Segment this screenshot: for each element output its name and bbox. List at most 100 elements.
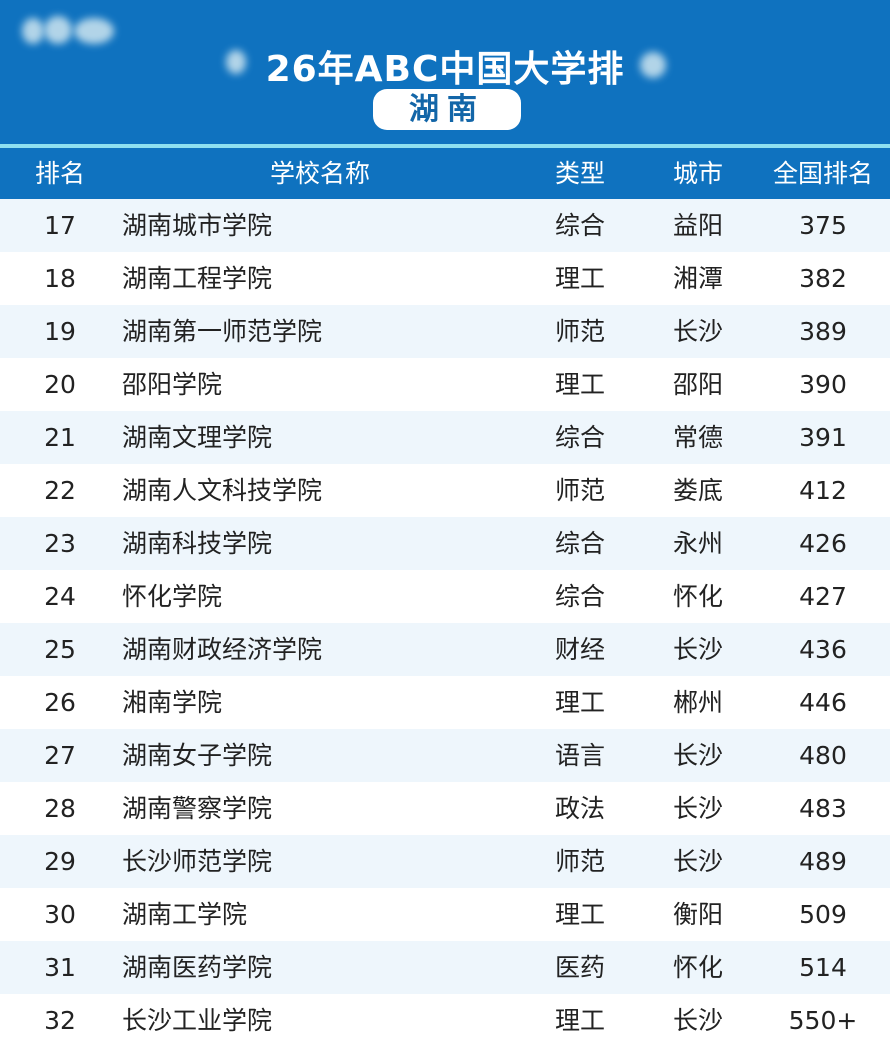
cell-rank: 21 xyxy=(44,423,76,452)
cell-name: 邵阳学院 xyxy=(122,370,223,399)
cell-city: 长沙 xyxy=(672,847,723,876)
cell-national-rank: 391 xyxy=(799,423,847,452)
cell-type: 医药 xyxy=(554,953,605,982)
cell-name: 湖南警察学院 xyxy=(122,794,273,823)
title-blur xyxy=(640,52,666,78)
cell-national-rank: 509 xyxy=(799,900,847,929)
cell-type: 政法 xyxy=(554,794,605,823)
table-row: 25 湖南财政经济学院 财经 长沙 436 xyxy=(0,623,890,676)
cell-name: 湖南城市学院 xyxy=(122,211,273,240)
cell-name: 湖南科技学院 xyxy=(122,529,273,558)
page-title: 26年ABC中国大学排 xyxy=(265,49,625,90)
col-name: 学校名称 xyxy=(269,159,370,188)
table-row: 29 长沙师范学院 师范 长沙 489 xyxy=(0,835,890,888)
cell-type: 综合 xyxy=(554,529,605,558)
cell-rank: 23 xyxy=(44,529,76,558)
col-rank: 排名 xyxy=(34,159,85,188)
table-row: 22 湖南人文科技学院 师范 娄底 412 xyxy=(0,464,890,517)
title-blur xyxy=(226,50,246,74)
cell-type: 理工 xyxy=(554,1006,605,1035)
cell-rank: 25 xyxy=(44,635,76,664)
table-row: 26 湘南学院 理工 郴州 446 xyxy=(0,676,890,729)
cell-type: 理工 xyxy=(554,688,605,717)
cell-city: 长沙 xyxy=(672,794,723,823)
cell-rank: 27 xyxy=(44,741,76,770)
cell-name: 湖南工程学院 xyxy=(122,264,273,293)
cell-rank: 24 xyxy=(44,582,76,611)
cell-city: 常德 xyxy=(672,423,723,452)
table-row: 19 湖南第一师范学院 师范 长沙 389 xyxy=(0,305,890,358)
col-type: 类型 xyxy=(554,159,605,188)
cell-city: 怀化 xyxy=(672,953,723,982)
cell-city: 益阳 xyxy=(672,211,723,240)
cell-name: 湖南财政经济学院 xyxy=(122,635,323,664)
cell-rank: 17 xyxy=(44,211,76,240)
cell-type: 师范 xyxy=(554,317,605,346)
cell-rank: 19 xyxy=(44,317,76,346)
cell-name: 长沙工业学院 xyxy=(122,1006,273,1035)
cell-name: 长沙师范学院 xyxy=(122,847,273,876)
cell-type: 语言 xyxy=(554,741,605,770)
cell-national-rank: 390 xyxy=(799,370,847,399)
cell-national-rank: 550+ xyxy=(788,1006,858,1035)
table-row: 18 湖南工程学院 理工 湘潭 382 xyxy=(0,252,890,305)
cell-national-rank: 375 xyxy=(799,211,847,240)
cell-type: 理工 xyxy=(554,900,605,929)
banner: 26年ABC中国大学排 湖南 xyxy=(0,0,890,144)
cell-national-rank: 382 xyxy=(799,264,847,293)
cell-type: 综合 xyxy=(554,582,605,611)
cell-city: 娄底 xyxy=(672,476,723,505)
table-row: 24 怀化学院 综合 怀化 427 xyxy=(0,570,890,623)
cell-city: 湘潭 xyxy=(672,264,723,293)
cell-national-rank: 489 xyxy=(799,847,847,876)
cell-rank: 28 xyxy=(44,794,76,823)
cell-city: 长沙 xyxy=(672,635,723,664)
cell-name: 湖南第一师范学院 xyxy=(122,317,323,346)
cell-city: 衡阳 xyxy=(672,900,723,929)
cell-national-rank: 446 xyxy=(799,688,847,717)
watermark-blur xyxy=(74,18,114,44)
cell-national-rank: 427 xyxy=(799,582,847,611)
divider xyxy=(0,144,890,148)
cell-type: 理工 xyxy=(554,264,605,293)
cell-city: 长沙 xyxy=(672,1006,723,1035)
cell-national-rank: 389 xyxy=(799,317,847,346)
cell-city: 长沙 xyxy=(672,317,723,346)
cell-type: 财经 xyxy=(554,635,605,664)
cell-national-rank: 514 xyxy=(799,953,847,982)
cell-rank: 22 xyxy=(44,476,76,505)
table-row: 28 湖南警察学院 政法 长沙 483 xyxy=(0,782,890,835)
watermark-blur xyxy=(44,16,72,44)
cell-city: 永州 xyxy=(672,529,723,558)
cell-name: 湖南文理学院 xyxy=(122,423,273,452)
cell-type: 师范 xyxy=(554,847,605,876)
cell-rank: 18 xyxy=(44,264,76,293)
cell-rank: 20 xyxy=(44,370,76,399)
cell-city: 郴州 xyxy=(672,688,723,717)
table-row: 27 湖南女子学院 语言 长沙 480 xyxy=(0,729,890,782)
cell-name: 湖南医药学院 xyxy=(122,953,273,982)
cell-rank: 32 xyxy=(44,1006,76,1035)
cell-type: 综合 xyxy=(554,423,605,452)
table-header: 排名 学校名称 类型 城市 全国排名 xyxy=(0,148,890,199)
cell-type: 理工 xyxy=(554,370,605,399)
col-national-rank: 全国排名 xyxy=(772,159,873,188)
cell-national-rank: 483 xyxy=(799,794,847,823)
table-row: 32 长沙工业学院 理工 长沙 550+ xyxy=(0,994,890,1047)
cell-rank: 31 xyxy=(44,953,76,982)
cell-name: 湖南女子学院 xyxy=(122,741,273,770)
col-city: 城市 xyxy=(672,159,723,188)
table-row: 17 湖南城市学院 综合 益阳 375 xyxy=(0,199,890,252)
cell-name: 湖南工学院 xyxy=(122,900,248,929)
cell-national-rank: 480 xyxy=(799,741,847,770)
cell-name: 湘南学院 xyxy=(122,688,223,717)
cell-type: 综合 xyxy=(554,211,605,240)
watermark-blur xyxy=(22,18,44,44)
province-badge: 湖南 xyxy=(373,89,521,130)
cell-national-rank: 426 xyxy=(799,529,847,558)
table-row: 31 湖南医药学院 医药 怀化 514 xyxy=(0,941,890,994)
cell-name: 怀化学院 xyxy=(122,582,223,611)
cell-type: 师范 xyxy=(554,476,605,505)
table-row: 23 湖南科技学院 综合 永州 426 xyxy=(0,517,890,570)
cell-rank: 30 xyxy=(44,900,76,929)
